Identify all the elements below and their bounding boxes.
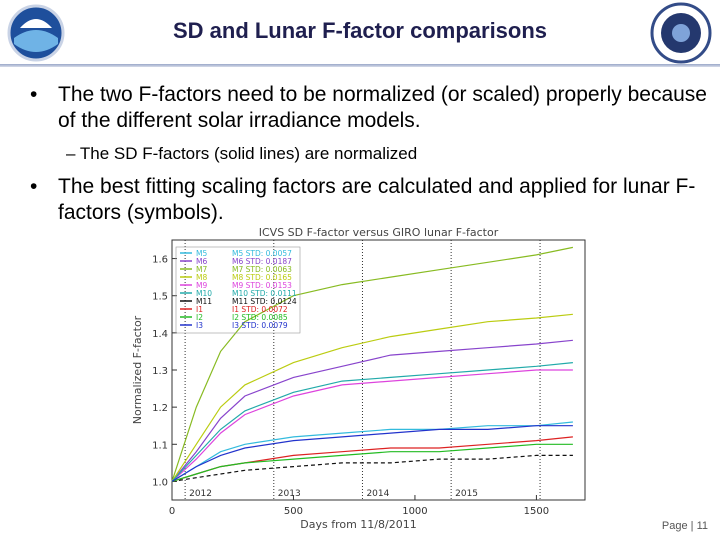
slide-title: SD and Lunar F-factor comparisons [172,18,548,43]
sd-line [171,246,574,482]
legend-box [175,246,301,334]
legend-label: M7 [196,265,207,274]
legend-label: I1 [196,305,203,314]
year-label: 2013 [278,489,301,499]
bullet-text: The best fitting scaling factors are cal… [58,175,696,224]
sd-line [171,425,573,482]
legend-label: M10 [196,289,212,298]
x-tick-label: 1000 [402,506,427,517]
legend-std: I1 STD: 0.0072 [232,305,288,314]
sd-line [171,421,573,482]
sub-bullet-text: The SD F-factors (solid lines) are norma… [79,144,418,163]
y-axis-label: Normalized F-factor [131,315,144,424]
x-tick-label: 0 [169,506,175,517]
bullet-text: The two F-factors need to be normalized … [58,83,707,132]
legend-std: I3 STD: 0.0079 [232,321,288,330]
x-tick-label: 500 [284,506,303,517]
year-label: 2014 [366,489,389,499]
sd-line [171,443,573,482]
legend-label: M8 [196,273,207,282]
legend-label: I3 [196,321,203,330]
legend-std: M6 STD: 0.0187 [232,257,292,266]
legend-std: I2 STD: 0.0085 [232,313,288,322]
sub-bullet: – The SD F-factors (solid lines) are nor… [66,144,418,163]
legend-label: I2 [196,313,203,322]
sd-line [171,362,573,482]
legend-std: M11 STD: 0.0124 [232,297,297,306]
page-number: Page | 11 [661,520,708,532]
year-label: 2012 [189,489,212,499]
y-tick-label: 1.1 [152,440,168,451]
legend-label: M6 [196,257,207,266]
year-label: 2015 [455,489,478,499]
x-tick-label: 1500 [524,506,549,517]
legend-label: M9 [196,281,207,290]
chart-title: ICVS SD F-factor versus GIRO lunar F-fac… [259,226,499,239]
legend-std: M8 STD: 0.0165 [232,273,292,282]
sd-line [171,454,573,482]
y-tick-label: 1.5 [152,292,168,303]
noaa-logo [7,4,65,62]
y-tick-label: 1.0 [152,477,168,488]
header-rule [0,64,720,67]
sd-line [171,313,573,482]
legend-label: M5 [196,249,207,258]
y-tick-label: 1.4 [152,329,168,340]
sd-line [171,339,573,482]
legend-std: M7 STD: 0.0063 [232,265,292,274]
legend-std: M10 STD: 0.0111 [232,289,297,298]
nasa-jpss-logo [650,2,712,64]
sd-line [171,369,573,482]
y-tick-label: 1.6 [152,255,168,266]
y-tick-label: 1.2 [152,403,168,414]
y-tick-label: 1.3 [152,366,168,377]
legend-std: M5 STD: 0.0057 [232,249,292,258]
x-axis-label: Days from 11/8/2011 [300,518,416,531]
legend-label: M11 [196,297,212,306]
legend-std: M9 STD: 0.0153 [232,281,292,290]
